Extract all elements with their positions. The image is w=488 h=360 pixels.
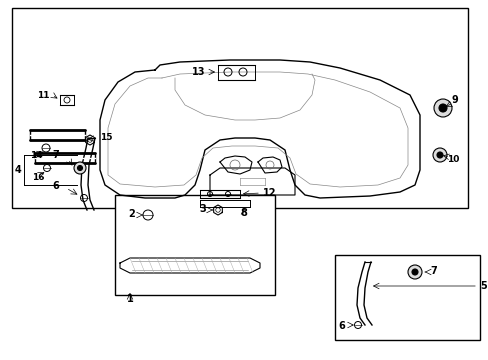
FancyBboxPatch shape — [115, 195, 274, 295]
Text: 9: 9 — [451, 95, 457, 105]
Text: 14: 14 — [30, 150, 42, 159]
Text: 15: 15 — [100, 132, 112, 141]
Circle shape — [432, 148, 446, 162]
Text: 7: 7 — [53, 150, 59, 160]
Circle shape — [77, 166, 82, 171]
FancyBboxPatch shape — [12, 8, 467, 208]
Text: 3: 3 — [199, 204, 205, 214]
Text: 13: 13 — [191, 67, 204, 77]
Text: 2: 2 — [128, 209, 135, 219]
Text: 4: 4 — [15, 165, 21, 175]
Text: 16: 16 — [32, 172, 44, 181]
Text: 12: 12 — [263, 188, 276, 198]
Circle shape — [436, 152, 442, 158]
Text: 11: 11 — [38, 90, 50, 99]
Circle shape — [74, 162, 86, 174]
FancyBboxPatch shape — [334, 255, 479, 340]
Circle shape — [411, 269, 417, 275]
Circle shape — [438, 104, 446, 112]
Text: 6: 6 — [338, 321, 345, 331]
Circle shape — [433, 99, 451, 117]
Text: 7: 7 — [429, 266, 436, 276]
Text: 5: 5 — [480, 281, 487, 291]
Text: 1: 1 — [126, 294, 133, 304]
Text: 10: 10 — [446, 156, 458, 165]
Circle shape — [407, 265, 421, 279]
Text: 6: 6 — [53, 181, 59, 191]
Text: 8: 8 — [240, 208, 247, 218]
